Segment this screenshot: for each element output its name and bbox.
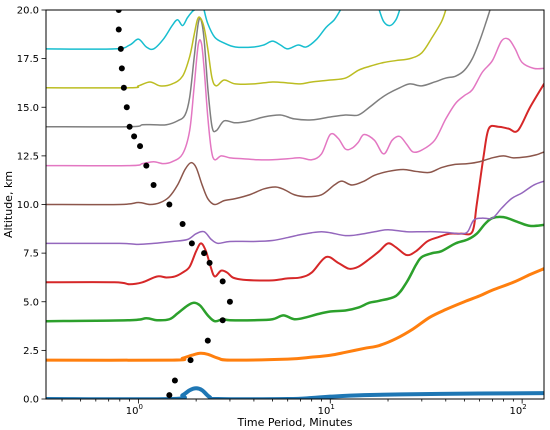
marker-point-8 [201,250,208,257]
series-line-9 [46,10,196,51]
series-line-1 [46,267,544,362]
marker-point-11 [166,201,173,208]
marker-point-18 [120,84,127,91]
series-line-5 [46,151,544,206]
marker-point-22 [115,10,122,13]
plot-area [46,10,544,399]
y-tick-label-6: 15.0 [17,103,39,114]
x-axis-label: Time Period, Minutes [236,416,352,429]
y-tick-label-0: 0.0 [23,395,39,406]
marker-point-7 [206,259,213,266]
marker-point-4 [219,317,226,324]
marker-point-13 [143,162,150,169]
y-tick-label-3: 7.5 [23,249,39,260]
marker-point-2 [187,357,194,364]
marker-point-3 [204,337,211,344]
y-tick-label-7: 17.5 [17,54,39,65]
marker-point-0 [166,392,173,399]
data-markers [115,10,233,399]
marker-point-16 [126,123,133,130]
marker-point-21 [115,26,122,33]
y-axis-label: Altitude, km [2,171,15,238]
series-lines [46,10,544,399]
marker-point-10 [179,220,186,227]
series-line-6 [46,37,544,167]
marker-point-6 [219,278,226,285]
y-tick-label-2: 5.0 [23,297,39,308]
y-tick-label-4: 10.0 [17,200,39,211]
series-line-7 [46,10,491,133]
x-tick-label-2: 102 [510,403,527,417]
y-tick-label-1: 2.5 [23,346,39,357]
series-line-3 [46,82,544,286]
series-line-8 [46,10,447,89]
marker-point-14 [137,143,144,150]
y-tick-label-8: 20.0 [17,6,39,17]
y-tick-label-5: 12.5 [17,151,39,162]
marker-point-17 [123,104,130,111]
series-line-2 [46,215,544,323]
marker-point-9 [188,240,195,247]
x-tick-label-1: 101 [318,403,335,417]
series-line-10 [203,10,342,50]
y-axis-ticks: 0.0 2.5 5.0 7.5 10.0 12.5 15.0 17.5 20.0 [17,6,46,406]
series-line-0 [46,386,544,399]
marker-point-12 [150,182,157,189]
x-tick-label-0: 100 [126,403,143,417]
series-line-11 [378,10,401,27]
marker-point-19 [118,65,125,72]
marker-point-5 [226,298,233,305]
marker-point-15 [131,133,138,140]
series-line-4 [46,180,544,246]
marker-point-1 [171,377,178,384]
x-axis-ticks: 100 101 102 [61,399,527,417]
marker-point-20 [117,45,124,52]
